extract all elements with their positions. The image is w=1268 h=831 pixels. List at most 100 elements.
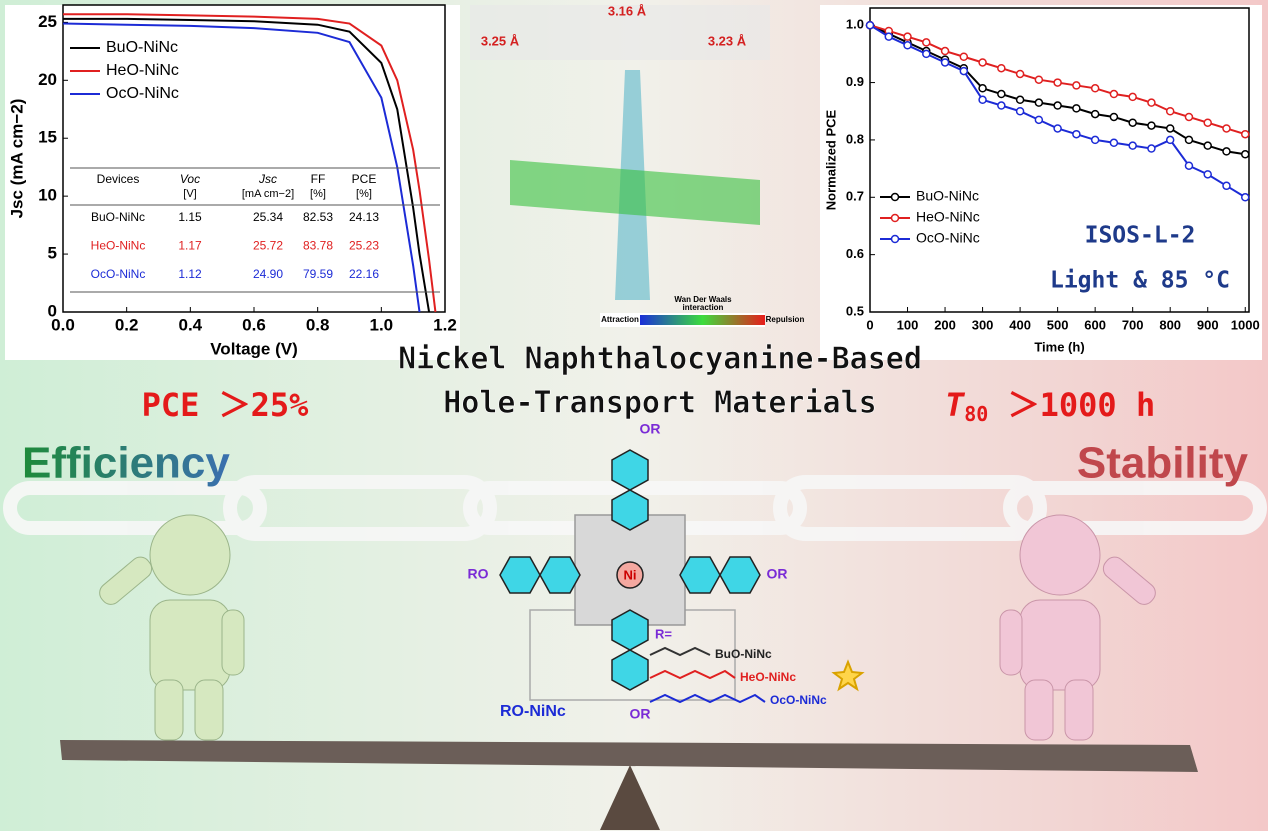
annotation: Light & 85 °C: [1050, 268, 1230, 294]
x-tick-label: 0.2: [115, 315, 139, 334]
x-tick-label: 0.8: [306, 315, 330, 334]
table-unit: [%]: [356, 188, 372, 200]
table-header: PCE: [352, 172, 377, 186]
data-point: [1184, 161, 1194, 170]
seesaw: [60, 740, 1198, 830]
data-point: [1240, 150, 1250, 159]
table-cell: OcO-NiNc: [91, 267, 146, 281]
data-point: [1128, 141, 1137, 150]
x-tick-label: 200: [934, 317, 956, 332]
x-axis-label: Voltage (V): [210, 339, 298, 358]
data-point: [940, 58, 950, 67]
legend-label: HeO-NiNc: [916, 209, 980, 225]
data-point: [997, 89, 1006, 99]
data-point: [922, 38, 931, 47]
table-cell: 22.16: [349, 267, 379, 281]
table-unit: [mA cm−2]: [242, 188, 294, 200]
data-point: [959, 66, 969, 76]
y-tick-label: 0.9: [846, 74, 864, 89]
title-line: Hole-Transport Materials: [443, 386, 876, 421]
t80-part: 80: [964, 402, 988, 426]
variant-label: HeO-NiNc: [740, 670, 796, 684]
chart-background: [820, 5, 1262, 360]
substituent-label: OR: [630, 706, 651, 722]
y-axis-label: Jsc (mA cm−2): [7, 99, 26, 219]
table-cell: 83.78: [303, 239, 333, 253]
pce-highlight: PCE ＞25%: [142, 386, 310, 424]
distance-label: 3.25 Å: [481, 33, 520, 48]
table-cell: BuO-NiNc: [91, 210, 145, 224]
legend-label: BuO-NiNc: [106, 39, 178, 56]
table-cell: 25.72: [253, 239, 283, 253]
t80-part: T: [945, 386, 966, 424]
x-tick-label: 0.4: [179, 315, 203, 334]
x-tick-label: 300: [972, 317, 994, 332]
table-header: FF: [311, 172, 326, 186]
legend-marker: [890, 234, 900, 244]
molecule-name: RO-NiNc: [500, 703, 566, 720]
legend-label: OcO-NiNc: [106, 85, 179, 102]
data-point: [1165, 135, 1175, 145]
series-line: [62, 22, 421, 313]
y-tick-label: 25: [38, 12, 57, 31]
variant-label: BuO-NiNc: [715, 647, 772, 661]
table-header: Jsc: [258, 172, 277, 186]
data-point: [1034, 75, 1044, 84]
nickel-label: Ni: [624, 567, 637, 582]
y-tick-label: 0.6: [846, 246, 864, 261]
data-point: [1240, 193, 1250, 202]
data-point: [1109, 89, 1119, 99]
y-tick-label: 0: [48, 301, 57, 320]
data-point: [997, 63, 1006, 73]
substituent-label: RO: [468, 566, 489, 582]
y-tick-label: 15: [38, 128, 57, 147]
x-tick-label: 1.0: [370, 315, 394, 334]
table-cell: 25.23: [349, 239, 379, 253]
y-tick-label: 20: [38, 70, 57, 89]
data-point: [1072, 81, 1081, 90]
data-point: [1203, 170, 1212, 179]
data-point: [1053, 78, 1062, 87]
data-point: [1147, 121, 1156, 130]
data-point: [1240, 129, 1250, 139]
data-point: [940, 46, 950, 56]
data-point: [1109, 112, 1119, 122]
data-point: [959, 52, 969, 62]
table-cell: 1.17: [178, 239, 202, 253]
colorbar: [640, 315, 765, 325]
data-point: [1222, 147, 1231, 156]
data-point: [1147, 144, 1156, 153]
data-point: [1222, 124, 1231, 133]
table-cell: HeO-NiNc: [91, 239, 146, 253]
table-cell: 25.34: [253, 210, 283, 224]
x-tick-label: 800: [1159, 317, 1181, 332]
data-point: [1072, 129, 1081, 139]
colorbar-label: Wan Der Waals: [674, 295, 732, 304]
distance-label: 3.23 Å: [708, 33, 747, 48]
data-point: [1090, 135, 1100, 145]
efficiency-label: Efficiency: [22, 439, 230, 488]
data-point: [1128, 118, 1137, 127]
x-tick-label: 400: [1009, 317, 1031, 332]
x-tick-label: 100: [897, 317, 919, 332]
data-point: [903, 41, 912, 50]
data-point: [1090, 84, 1100, 93]
data-point: [1165, 106, 1175, 116]
table-unit: [V]: [183, 188, 196, 200]
x-tick-label: 0.6: [242, 315, 266, 334]
legend-label: HeO-NiNc: [106, 62, 179, 79]
data-point: [903, 32, 912, 41]
y-tick-label: 10: [38, 186, 57, 205]
data-point: [1090, 109, 1100, 119]
data-point: [978, 84, 987, 93]
x-tick-label: 1.2: [433, 315, 457, 334]
data-point: [1203, 141, 1212, 150]
y-tick-label: 0.5: [846, 303, 864, 318]
title-line: Nickel Naphthalocyanine-Based: [398, 342, 922, 377]
data-point: [865, 20, 875, 30]
data-point: [1015, 95, 1025, 105]
x-tick-label: 700: [1122, 317, 1144, 332]
data-point: [1222, 181, 1231, 191]
data-point: [978, 95, 987, 105]
